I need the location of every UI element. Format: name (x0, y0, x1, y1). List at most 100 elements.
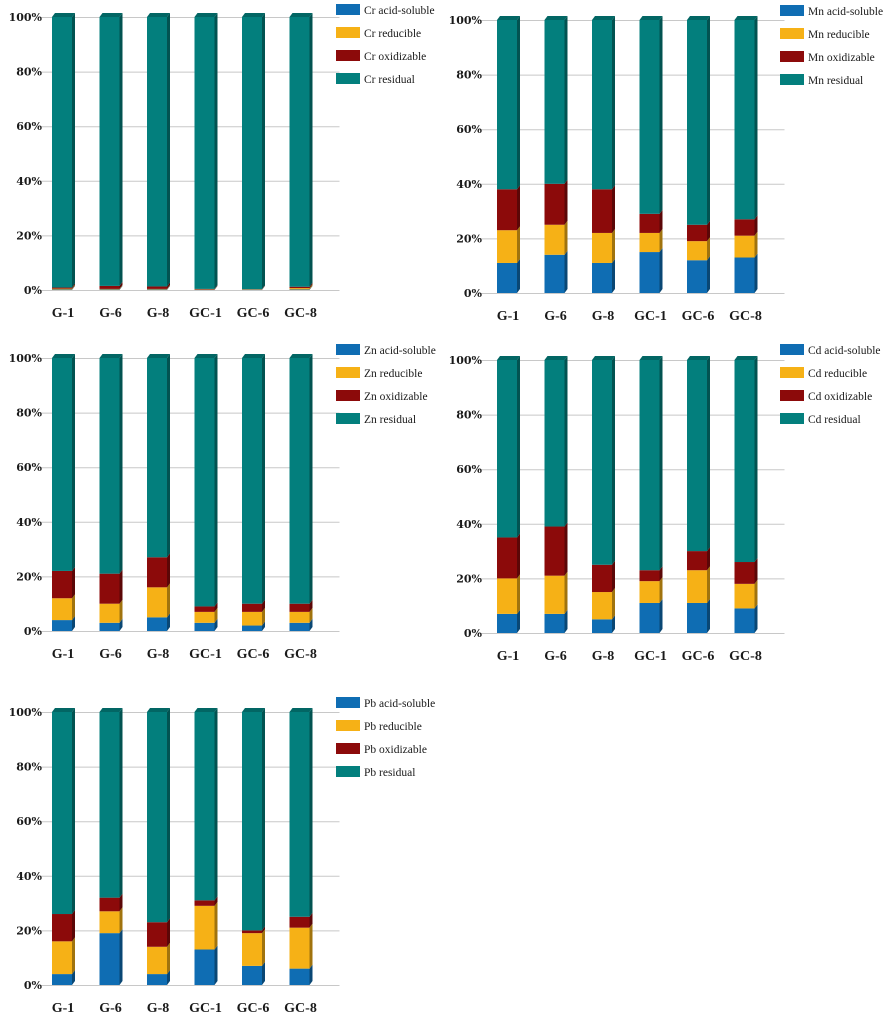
bar-segment-cd-acid-soluble-g-1 (497, 609, 520, 633)
legend-label: Cd residual (808, 414, 861, 426)
legend-item-acid-soluble: Mn acid-soluble (780, 5, 883, 18)
bar-segment-zn-oxidizable-g-6 (99, 569, 123, 604)
y-tick-label: 80% (16, 761, 42, 774)
bar-segment-zn-acid-soluble-g-1 (52, 616, 75, 631)
bar-segment-mn-reducible-g-8 (592, 228, 615, 263)
y-tick-label: 0% (464, 287, 483, 300)
bar-segment-pb-reducible-g-8 (147, 942, 170, 975)
bar-segment-zn-acid-soluble-g-6 (99, 618, 123, 631)
bar-segment-zn-residual-gc-6 (242, 354, 265, 604)
bar-segment-mn-acid-soluble-g-1 (497, 258, 520, 293)
x-category-label: G-1 (497, 649, 520, 664)
legend-label: Pb residual (364, 767, 415, 779)
y-tick-label: 100% (449, 354, 483, 367)
y-tick-label: 20% (16, 229, 42, 242)
bar-segment-zn-oxidizable-g-1 (52, 566, 75, 599)
legend-swatch (780, 5, 804, 16)
bar-segment-cr-residual-g-1 (52, 13, 75, 288)
bar-segment-mn-oxidizable-gc-6 (687, 220, 710, 242)
x-category-label: GC-6 (682, 309, 715, 324)
legend-swatch (336, 766, 360, 777)
bar-segment-mn-acid-soluble-gc-6 (687, 256, 710, 293)
x-category-label: GC-8 (284, 1001, 317, 1012)
bar-segment-cd-oxidizable-gc-8 (734, 558, 758, 584)
bar-segment-mn-residual-g-1 (497, 16, 520, 190)
x-category-label: G-1 (52, 647, 75, 662)
bar-segment-mn-residual-g-8 (592, 16, 615, 190)
legend-swatch (336, 50, 360, 61)
x-category-label: G-1 (52, 1001, 75, 1012)
bar-segment-cr-reducible-gc-6 (242, 285, 265, 290)
legend-swatch (780, 344, 804, 355)
legend-item-oxidizable: Pb oxidizable (336, 743, 427, 756)
bar-segment-cr-oxidizable-gc-8 (289, 282, 313, 289)
legend-item-acid-soluble: Cr acid-soluble (336, 4, 435, 17)
legend-swatch (780, 51, 804, 62)
bar-segment-cr-oxidizable-gc-6 (242, 285, 265, 290)
bar-segment-cd-oxidizable-g-8 (592, 560, 615, 593)
legend-swatch (336, 390, 360, 401)
y-tick-label: 60% (456, 463, 482, 476)
legend-item-acid-soluble: Zn acid-soluble (336, 344, 436, 357)
y-tick-label: 80% (16, 407, 42, 420)
bar-segment-pb-oxidizable-gc-8 (289, 912, 313, 928)
bar-segment-pb-reducible-gc-8 (289, 923, 313, 969)
legend-item-residual: Cr residual (336, 73, 415, 86)
legend-swatch (336, 743, 360, 754)
y-tick-label: 40% (16, 870, 42, 883)
bar-segment-cr-residual-g-6 (99, 13, 123, 286)
x-category-label: G-1 (497, 309, 520, 324)
bar-segment-zn-residual-g-8 (147, 354, 170, 558)
bar-segment-pb-acid-soluble-g-1 (52, 970, 75, 985)
bar-segment-zn-reducible-gc-6 (242, 607, 265, 626)
bar-segment-cr-residual-gc-1 (194, 13, 218, 289)
legend-label: Mn reducible (808, 29, 870, 41)
y-tick-label: 80% (456, 409, 482, 422)
x-category-label: G-8 (147, 1001, 170, 1012)
y-tick-label: 100% (9, 352, 43, 365)
legend-label: Cd oxidizable (808, 391, 872, 403)
legend-item-oxidizable: Cr oxidizable (336, 50, 426, 63)
chart-pb: 0% 20% 40% 60% 80% 100% G-1 G-6 G-8 GC-1 GC-6 GC-8 P… (9, 697, 435, 1012)
legend-item-residual: Cd residual (780, 413, 861, 426)
legend-label: Cr residual (364, 74, 415, 86)
bar-segment-cr-acid-soluble-gc-1 (194, 285, 218, 291)
legend-item-residual: Zn residual (336, 413, 416, 426)
bar-segment-zn-acid-soluble-gc-8 (289, 618, 313, 631)
bar-segment-zn-residual-gc-8 (289, 354, 313, 604)
bar-segment-cd-acid-soluble-g-6 (544, 609, 568, 633)
bar-segment-zn-reducible-g-8 (147, 583, 170, 618)
bar-segment-cr-reducible-g-1 (52, 284, 75, 290)
x-category-label: GC-6 (237, 647, 270, 662)
x-category-label: GC-8 (284, 647, 317, 662)
bar-segment-cd-acid-soluble-g-8 (592, 615, 615, 633)
y-tick-label: 0% (24, 284, 43, 297)
legend-swatch (780, 28, 804, 39)
x-category-label: GC-8 (729, 649, 762, 664)
bar-segment-zn-reducible-gc-1 (194, 607, 218, 623)
bar-segment-mn-reducible-g-1 (497, 226, 520, 263)
bar-segment-pb-acid-soluble-gc-6 (242, 961, 265, 985)
legend: Pb acid-soluble Pb reducible Pb oxidizable… (336, 697, 435, 779)
legend-swatch (780, 74, 804, 85)
bar-segment-pb-reducible-g-6 (99, 907, 123, 934)
legend-label: Pb oxidizable (364, 744, 427, 756)
legend-label: Mn acid-soluble (808, 6, 883, 18)
legend-label: Cd reducible (808, 368, 867, 380)
legend-item-reducible: Zn reducible (336, 367, 422, 380)
bar-segment-mn-acid-soluble-gc-1 (639, 248, 663, 293)
bar-segment-zn-residual-g-1 (52, 354, 75, 571)
legend-label: Zn oxidizable (364, 391, 428, 403)
bar-segment-mn-oxidizable-g-8 (592, 185, 615, 233)
legend-item-oxidizable: Cd oxidizable (780, 390, 872, 403)
x-category-label: GC-6 (682, 649, 715, 664)
legend-item-acid-soluble: Cd acid-soluble (780, 344, 881, 357)
bar-segment-zn-residual-gc-1 (194, 354, 218, 607)
bar-segment-mn-reducible-gc-6 (687, 237, 710, 261)
legend-label: Mn residual (808, 75, 863, 87)
bar-segment-cr-residual-gc-8 (289, 13, 313, 287)
bar-segment-mn-oxidizable-gc-1 (639, 209, 663, 233)
bar-segment-pb-residual-gc-8 (289, 708, 313, 917)
bar-segment-pb-acid-soluble-gc-8 (289, 964, 313, 985)
